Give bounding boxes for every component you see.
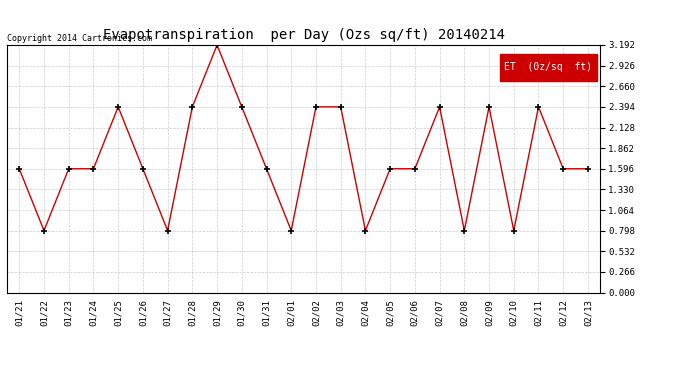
Text: ET  (0z/sq  ft): ET (0z/sq ft)	[504, 63, 593, 72]
Title: Evapotranspiration  per Day (Ozs sq/ft) 20140214: Evapotranspiration per Day (Ozs sq/ft) 2…	[103, 28, 504, 42]
Text: Copyright 2014 Cartronics.com: Copyright 2014 Cartronics.com	[7, 34, 152, 43]
